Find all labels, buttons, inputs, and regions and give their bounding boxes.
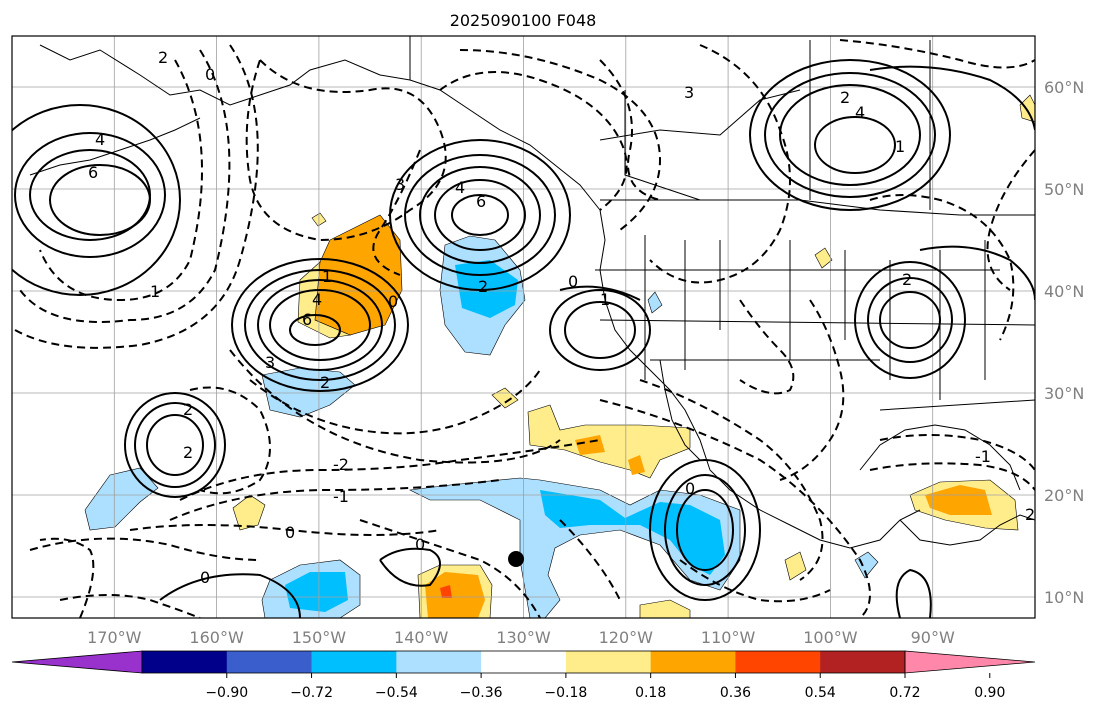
shade-orange-central (575, 435, 645, 475)
shade-lightblue-ca1 (854, 551, 879, 579)
lat-label: 50°N (1044, 180, 1084, 199)
shade-orange-south (425, 572, 485, 618)
colorbar-tick-label: 0.18 (635, 685, 666, 701)
shade-yellow-central (527, 404, 691, 479)
colorbar-segment (396, 651, 482, 673)
positive-contours (12, 59, 1035, 618)
contour-labels: 2 0 4 6 3 4 6 4 3 2 1 0 6 4 2 3 2 1 0 2 (88, 48, 1035, 587)
contour-label: 4 (855, 103, 865, 122)
colorbar-tick-label: −0.54 (375, 685, 418, 701)
map-panel: 2 0 4 6 3 4 6 4 3 2 1 0 6 4 2 3 2 1 0 2 (11, 35, 1036, 619)
lon-label: 100°W (803, 628, 858, 647)
contour-label: 6 (302, 310, 312, 329)
map-frame (11, 35, 1036, 619)
colorbar-tick-label: −0.18 (544, 685, 587, 701)
lon-label: 170°W (87, 628, 142, 647)
lon-label: 110°W (701, 628, 756, 647)
contour-label: 6 (88, 163, 98, 182)
contour-label: 4 (312, 290, 322, 309)
lon-label: 160°W (189, 628, 244, 647)
lon-label: 120°W (599, 628, 654, 647)
contour-label: 0 (285, 523, 295, 542)
contour-label: 0 (568, 272, 578, 291)
lon-label: 140°W (394, 628, 449, 647)
contour-label: 3 (684, 83, 694, 102)
contour-label: 0 (415, 535, 425, 554)
contour-label: 2 (1025, 505, 1035, 524)
contour-label: 2 (902, 270, 912, 289)
lat-label: 40°N (1044, 282, 1084, 301)
contour-label: 1 (600, 290, 610, 309)
shade-red-south (440, 585, 452, 598)
lon-label: 90°W (911, 628, 955, 647)
colorbar-segment (142, 651, 228, 673)
shade-yellow-ca2 (784, 551, 807, 581)
colorbar-outline (141, 650, 906, 674)
contour-label: 1 (895, 137, 905, 156)
colorbar-segment (481, 651, 567, 673)
colorbar-tick-label: 0.54 (805, 685, 836, 701)
lat-label: 10°N (1044, 588, 1084, 607)
contour-label: 2 (478, 277, 488, 296)
location-marker (508, 551, 524, 567)
negative-contours (14, 39, 1035, 618)
contour-label: 2 (183, 443, 193, 462)
contour-label: 4 (95, 130, 105, 149)
shade-lightblue-coast (647, 291, 663, 314)
colorbar-tick-label: −0.72 (290, 685, 333, 701)
lon-label: 150°W (292, 628, 347, 647)
contour-label: -1 (333, 487, 349, 506)
shade-yellow-south2 (639, 599, 691, 618)
contour-label: 0 (685, 479, 695, 498)
lat-label: 20°N (1044, 486, 1084, 505)
colorbar-segment (226, 651, 313, 673)
lat-label: 60°N (1044, 78, 1084, 97)
lon-label: 130°W (496, 628, 551, 647)
colorbar-tick-label: −0.90 (205, 685, 248, 701)
colorbar-segment (650, 651, 736, 673)
shade-orange-gulf (925, 485, 992, 515)
contour-label: 2 (158, 48, 168, 67)
contour-label: 3 (265, 353, 275, 372)
shade-blue-south (285, 572, 348, 612)
colorbar-segment (735, 651, 821, 673)
colorbar-extend-high (904, 650, 1036, 674)
colorbar-segment (565, 651, 652, 673)
colorbar: −0.90 −0.72 −0.54 −0.36 −0.18 0.18 0.36 0.54 0.7… (11, 650, 1036, 701)
shade-blue-band (540, 490, 725, 575)
contour-label: -1 (975, 447, 991, 466)
colorbar-tick-label: 0.90 (974, 685, 1005, 701)
contour-label: 1 (150, 282, 160, 301)
shade-yellow-pnw (814, 247, 833, 269)
colorbar-tick-label: −0.36 (460, 685, 503, 701)
shade-yellow-ne (1019, 94, 1035, 123)
colorbar-segment (820, 651, 906, 673)
contour-label: 6 (476, 192, 486, 211)
latitude-labels: 60°N 50°N 40°N 30°N 20°N 10°N (1044, 78, 1084, 607)
contour-label: 2 (183, 400, 193, 419)
colorbar-extend-low (11, 650, 143, 674)
contour-label: 4 (455, 178, 465, 197)
contour-label: 0 (388, 292, 398, 311)
contour-label: 0 (205, 65, 215, 84)
contour-label: 1 (322, 267, 332, 286)
contour-label: -2 (333, 455, 349, 474)
colorbar-tick-label: 0.72 (889, 685, 920, 701)
lat-label: 30°N (1044, 384, 1084, 403)
contour-label: 2 (840, 88, 850, 107)
colorbar-tick-label: 0.36 (720, 685, 751, 701)
longitude-labels: 170°W 160°W 150°W 140°W 130°W 120°W 110°… (87, 628, 955, 647)
contour-label: 0 (200, 568, 210, 587)
contour-label: 3 (395, 175, 405, 194)
contour-label: 2 (320, 373, 330, 392)
map-title: 2025090100 F048 (450, 11, 597, 30)
colorbar-segment (311, 651, 397, 673)
